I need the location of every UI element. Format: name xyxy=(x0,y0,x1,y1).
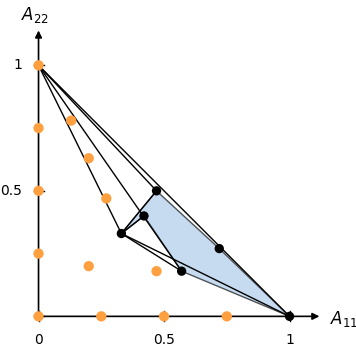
Point xyxy=(287,313,292,319)
Text: 1: 1 xyxy=(285,333,294,347)
Point xyxy=(68,118,74,124)
Point xyxy=(179,268,184,274)
Point xyxy=(104,196,109,201)
Text: 1: 1 xyxy=(13,58,22,72)
Point xyxy=(86,155,91,161)
Point xyxy=(161,313,167,319)
Text: 0: 0 xyxy=(34,333,43,347)
Point xyxy=(36,188,41,194)
Text: $A_{11}$: $A_{11}$ xyxy=(330,309,356,329)
Point xyxy=(86,263,91,269)
Point xyxy=(36,125,41,131)
Text: $A_{22}$: $A_{22}$ xyxy=(21,5,49,25)
Point xyxy=(36,313,41,319)
Point xyxy=(141,213,147,219)
Point xyxy=(224,313,230,319)
Text: 0.5: 0.5 xyxy=(0,184,22,198)
Point xyxy=(36,251,41,256)
Point xyxy=(154,188,159,194)
Point xyxy=(99,313,104,319)
Text: 0.5: 0.5 xyxy=(153,333,175,347)
Point xyxy=(119,231,124,237)
Point xyxy=(36,62,41,68)
Point xyxy=(216,246,222,251)
Point xyxy=(154,268,159,274)
Polygon shape xyxy=(121,191,289,316)
